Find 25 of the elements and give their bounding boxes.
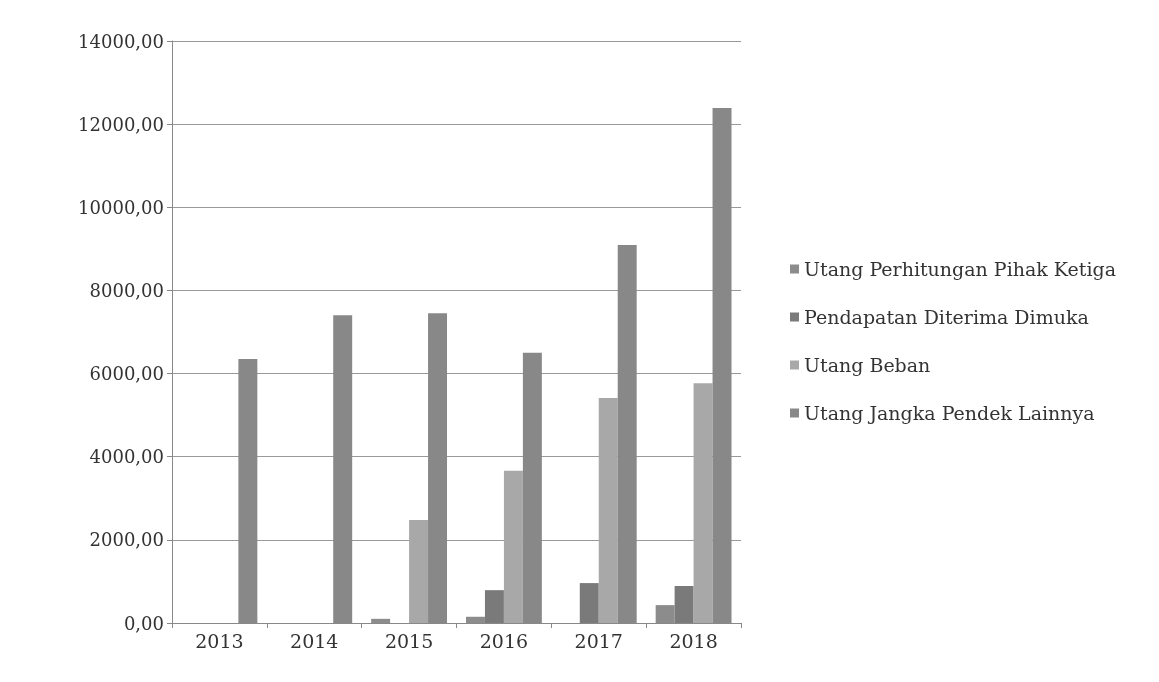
legend-label: Utang Beban (804, 354, 931, 376)
bar (409, 519, 429, 623)
legend-label: Pendapatan Diterima Dimuka (804, 306, 1089, 328)
bar (579, 583, 599, 623)
y-tick-label: 10000,00 (78, 196, 164, 218)
legend-label: Utang Jangka Pendek Lainnya (804, 402, 1095, 424)
y-tick-label: 6000,00 (89, 363, 164, 385)
bar (484, 590, 504, 623)
x-tick-label: 2018 (669, 629, 718, 652)
bar (503, 470, 523, 623)
x-tick-label: 2014 (290, 629, 339, 652)
bar (598, 398, 618, 623)
y-tick-label: 8000,00 (89, 279, 164, 301)
y-tick-label: 14000,00 (78, 30, 164, 52)
x-tick-label: 2015 (384, 629, 434, 652)
bar (674, 586, 694, 623)
y-tick-label: 0,00 (123, 612, 164, 634)
y-tick-label: 2000,00 (89, 529, 164, 551)
y-tick-label: 4000,00 (89, 446, 164, 468)
bar (693, 383, 713, 623)
x-tick-label: 2017 (574, 629, 623, 652)
y-tick-label: 12000,00 (78, 113, 164, 135)
legend-label: Utang Perhitungan Pihak Ketiga (804, 258, 1116, 280)
x-tick-label: 2013 (195, 629, 244, 652)
x-tick-label: 2016 (479, 629, 529, 652)
